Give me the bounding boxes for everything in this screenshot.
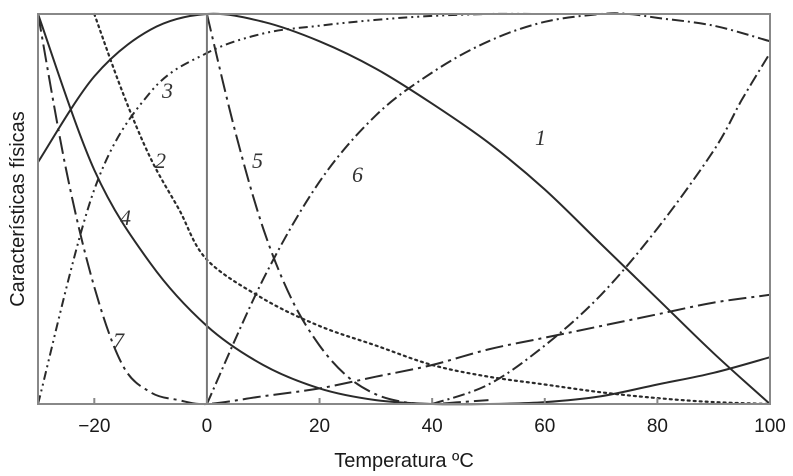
curve-4 <box>37 13 771 406</box>
curve-labels: 1 2 3 4 5 6 7 <box>113 78 546 353</box>
x-tick-label: 100 <box>754 416 786 437</box>
y-axis-title: Características físicas <box>7 111 29 307</box>
curve-label-6: 6 <box>352 162 363 187</box>
plot-frame <box>37 13 771 405</box>
x-tick-label: 20 <box>309 416 330 437</box>
curve-7 <box>37 13 771 406</box>
curve-label-2: 2 <box>155 148 166 173</box>
x-axis-title: Temperatura ºC <box>334 450 474 472</box>
curve-label-4: 4 <box>120 205 131 230</box>
curve-1 <box>37 12 771 405</box>
x-axis: −20 0 20 40 60 80 100 <box>78 398 786 437</box>
curve-3 <box>37 12 770 405</box>
curve-5 <box>205 13 489 406</box>
x-tick-label: 0 <box>202 416 213 437</box>
curve-6 <box>206 12 771 405</box>
curve-label-5: 5 <box>252 148 263 173</box>
curve-2 <box>93 12 772 406</box>
curves-layer <box>37 12 772 406</box>
x-tick-label: 60 <box>534 416 555 437</box>
x-tick-label: 80 <box>647 416 668 437</box>
curve-label-7: 7 <box>113 328 125 353</box>
x-tick-label: −20 <box>78 416 110 437</box>
curve-unlabeled-7 <box>431 52 771 405</box>
curve-label-3: 3 <box>161 78 173 103</box>
curve-label-1: 1 <box>535 125 546 150</box>
x-tick-label: 40 <box>422 416 443 437</box>
